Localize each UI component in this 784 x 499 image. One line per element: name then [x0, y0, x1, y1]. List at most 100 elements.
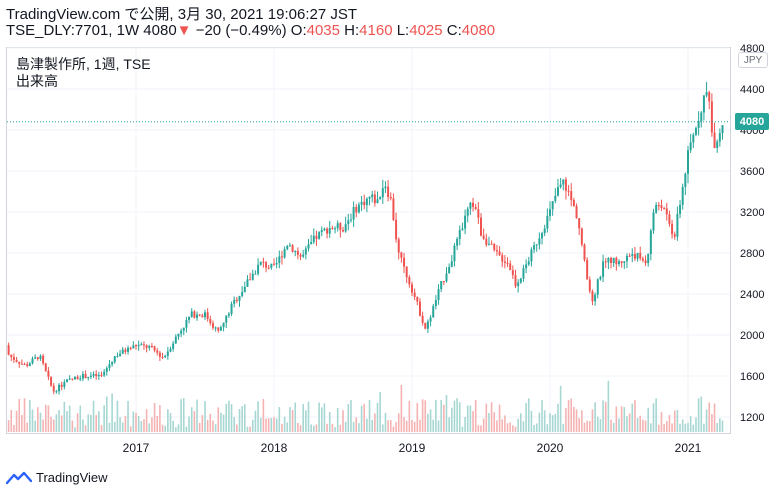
candle-body	[408, 277, 411, 285]
candle-body	[52, 385, 55, 392]
candle-body	[84, 373, 87, 379]
candle-body	[506, 263, 509, 265]
currency-unit-badge[interactable]: JPY	[738, 52, 768, 68]
volume-bar	[201, 415, 204, 432]
candle-body	[689, 142, 692, 151]
volume-bar	[716, 423, 718, 432]
last-price-tag: 4080	[735, 113, 769, 130]
candle-body	[113, 356, 116, 363]
volume-bar	[596, 416, 599, 432]
volume-bar	[18, 398, 21, 432]
candle-body	[153, 346, 156, 351]
candle-body	[132, 345, 135, 349]
candle-body	[602, 261, 605, 277]
down-arrow-icon: ▼	[176, 22, 192, 39]
candle-body	[381, 188, 384, 198]
volume-bar	[405, 420, 408, 432]
candle-body	[604, 261, 607, 263]
volume-bar	[485, 403, 488, 432]
candle-body	[509, 263, 512, 271]
candle-body	[556, 187, 559, 196]
volume-bar	[339, 424, 342, 432]
volume-bar	[350, 399, 352, 432]
volume-bar	[437, 420, 440, 432]
volume-bar	[504, 415, 506, 432]
footer-brand[interactable]: TradingView	[6, 470, 108, 485]
volume-bar	[331, 423, 334, 432]
volume-bar	[639, 415, 642, 432]
publish-info: TradingView.com で公開, 3月 30, 2021 19:06:2…	[6, 6, 358, 23]
volume-bar	[472, 411, 474, 432]
candle-body	[243, 286, 246, 293]
volume-bar	[427, 413, 429, 432]
volume-bar	[397, 413, 400, 432]
volume-bar	[318, 402, 320, 432]
candle-body	[299, 254, 302, 257]
candle-body	[655, 205, 658, 213]
volume-bar	[249, 426, 251, 432]
candle-body	[87, 376, 90, 379]
volume-bar	[435, 399, 437, 432]
volume-bar	[668, 415, 671, 432]
candle-body	[288, 245, 291, 247]
volume-bar	[265, 418, 267, 432]
candle-body	[379, 197, 382, 200]
volume-bar	[180, 399, 182, 432]
candle-body	[647, 254, 650, 264]
candle-body	[628, 255, 631, 257]
volume-bar	[557, 403, 559, 432]
volume-bar	[310, 424, 312, 432]
volume-bar	[182, 398, 185, 432]
candle-body	[594, 294, 597, 302]
volume-bar	[148, 423, 151, 432]
volume-bar	[15, 410, 18, 432]
candle-body	[424, 322, 427, 329]
volume-bar	[169, 413, 172, 432]
volume-bar	[214, 424, 217, 432]
volume-bar	[448, 417, 450, 432]
plot-area[interactable]	[6, 47, 731, 434]
candle-body	[97, 375, 100, 377]
candle-body	[679, 204, 682, 214]
grid	[7, 47, 730, 433]
x-tick-label: 2018	[261, 441, 288, 455]
candle-body	[31, 358, 34, 364]
candle-body	[477, 209, 480, 218]
candle-body	[60, 384, 63, 387]
volume-bar	[275, 418, 278, 432]
candle-body	[249, 279, 252, 281]
candle-body	[219, 327, 222, 331]
volume-bar	[151, 417, 153, 432]
volume-bar	[66, 411, 68, 432]
volume-bar	[313, 425, 315, 432]
candle-body	[47, 370, 50, 377]
candle-body	[206, 312, 209, 319]
volume-bar	[190, 407, 193, 432]
volume-bar	[623, 407, 626, 432]
candle-body	[708, 92, 711, 102]
y-tick-label: 3200	[740, 207, 764, 219]
candle-body	[458, 229, 461, 239]
volume-bar	[26, 422, 28, 432]
volume-bar	[344, 421, 347, 432]
candle-body	[713, 132, 716, 148]
volume-bar	[127, 400, 129, 432]
candle-body	[68, 378, 71, 380]
volume-bar	[620, 406, 623, 432]
candle-body	[522, 268, 525, 279]
volume-bar	[713, 403, 716, 432]
volume-bar	[538, 412, 541, 432]
candle-body	[164, 355, 167, 358]
candle-body	[493, 244, 496, 251]
volume-bar	[517, 418, 519, 432]
volume-bar	[111, 393, 113, 432]
volume-bar	[267, 418, 270, 432]
candle-body	[384, 186, 387, 189]
volume-bar	[257, 401, 259, 432]
volume-bar	[254, 410, 257, 432]
volume-bar	[628, 413, 631, 432]
candle-body	[166, 351, 169, 356]
candle-body	[323, 228, 326, 231]
candle-body	[668, 214, 671, 224]
